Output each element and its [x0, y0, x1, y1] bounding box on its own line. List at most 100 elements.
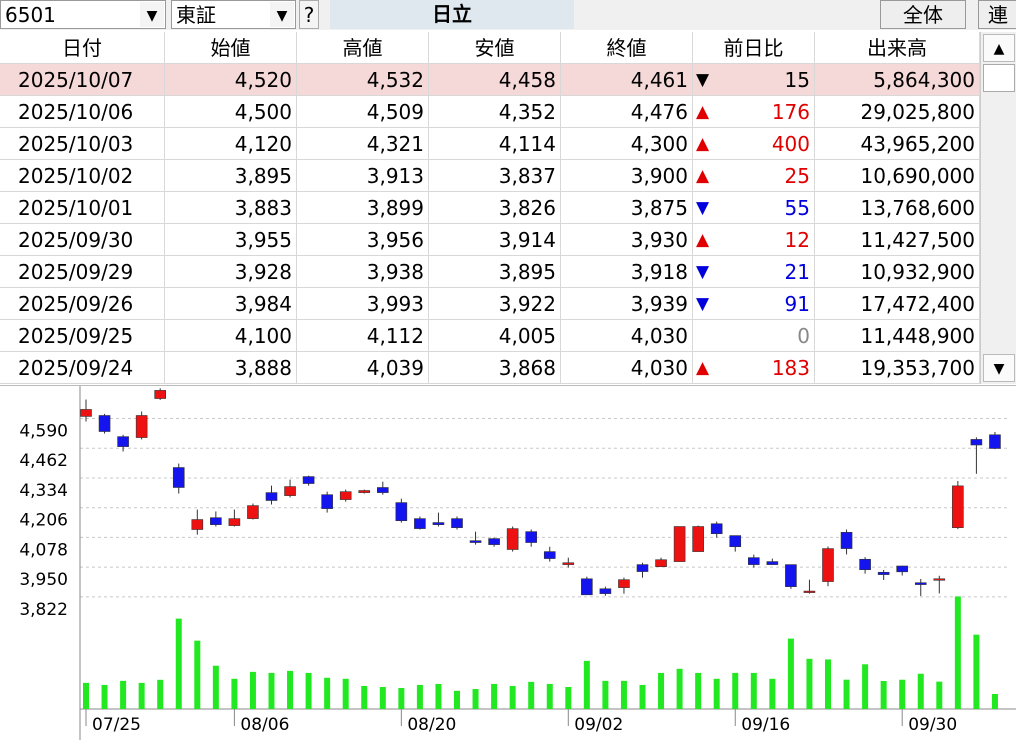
- volume-cell[interactable]: 13,768,600: [815, 192, 980, 224]
- date-cell[interactable]: 2025/10/06: [0, 96, 165, 128]
- dropdown-arrow[interactable]: ▼: [270, 2, 294, 27]
- low-cell[interactable]: 4,458: [429, 64, 561, 96]
- change-cell[interactable]: 91: [693, 288, 815, 320]
- column-header[interactable]: 終値: [561, 32, 693, 64]
- low-cell[interactable]: 3,914: [429, 224, 561, 256]
- close-cell[interactable]: 4,030: [561, 320, 693, 352]
- scrollbar[interactable]: ▲ ▼: [980, 32, 1016, 384]
- volume-bar: [917, 673, 924, 709]
- close-cell[interactable]: 4,300: [561, 128, 693, 160]
- high-cell[interactable]: 3,899: [297, 192, 429, 224]
- volume-cell[interactable]: 43,965,200: [815, 128, 980, 160]
- change-cell[interactable]: 400: [693, 128, 815, 160]
- code-input[interactable]: 6501: [0, 0, 166, 29]
- column-header[interactable]: 始値: [165, 32, 297, 64]
- volume-bar: [769, 678, 776, 709]
- open-cell[interactable]: 4,120: [165, 128, 297, 160]
- close-cell[interactable]: 4,030: [561, 352, 693, 384]
- change-cell[interactable]: 12: [693, 224, 815, 256]
- date-cell[interactable]: 2025/09/26: [0, 288, 165, 320]
- link-button[interactable]: 連: [978, 0, 1016, 29]
- date-cell[interactable]: 2025/09/24: [0, 352, 165, 384]
- column-header[interactable]: 安値: [429, 32, 561, 64]
- open-cell[interactable]: 3,984: [165, 288, 297, 320]
- open-cell[interactable]: 4,100: [165, 320, 297, 352]
- date-cell[interactable]: 2025/10/01: [0, 192, 165, 224]
- open-cell[interactable]: 3,928: [165, 256, 297, 288]
- dropdown-arrow[interactable]: ▼: [140, 2, 164, 27]
- candle-body: [562, 562, 575, 565]
- low-cell[interactable]: 3,868: [429, 352, 561, 384]
- low-cell[interactable]: 3,826: [429, 192, 561, 224]
- low-cell[interactable]: 3,895: [429, 256, 561, 288]
- volume-cell[interactable]: 10,690,000: [815, 160, 980, 192]
- candle-body: [914, 582, 927, 585]
- volume-bar: [565, 686, 572, 709]
- high-cell[interactable]: 3,938: [297, 256, 429, 288]
- open-cell[interactable]: 4,520: [165, 64, 297, 96]
- close-cell[interactable]: 3,930: [561, 224, 693, 256]
- change-cell[interactable]: 176: [693, 96, 815, 128]
- y-tick-label: 4,334: [19, 481, 68, 501]
- candle-body: [339, 491, 352, 500]
- scroll-down[interactable]: ▼: [983, 354, 1015, 382]
- scroll-thumb[interactable]: [983, 64, 1015, 92]
- low-cell[interactable]: 3,922: [429, 288, 561, 320]
- volume-cell[interactable]: 29,025,800: [815, 96, 980, 128]
- help-button[interactable]: ?: [299, 0, 319, 29]
- column-header[interactable]: 出来高: [815, 32, 980, 64]
- close-cell[interactable]: 4,461: [561, 64, 693, 96]
- change-cell[interactable]: 0: [693, 320, 815, 352]
- open-cell[interactable]: 4,500: [165, 96, 297, 128]
- volume-cell[interactable]: 11,448,900: [815, 320, 980, 352]
- close-cell[interactable]: 4,476: [561, 96, 693, 128]
- trend-arrow: ▲: [696, 134, 710, 154]
- date-cell[interactable]: 2025/09/29: [0, 256, 165, 288]
- candle-body: [543, 551, 556, 559]
- low-cell[interactable]: 3,837: [429, 160, 561, 192]
- low-cell[interactable]: 4,352: [429, 96, 561, 128]
- candle-body: [376, 487, 389, 493]
- date-cell[interactable]: 2025/10/03: [0, 128, 165, 160]
- date-cell[interactable]: 2025/10/07: [0, 64, 165, 96]
- high-cell[interactable]: 4,509: [297, 96, 429, 128]
- close-cell[interactable]: 3,900: [561, 160, 693, 192]
- change-cell[interactable]: 15: [693, 64, 815, 96]
- all-button[interactable]: 全体: [880, 0, 966, 29]
- volume-cell[interactable]: 19,353,700: [815, 352, 980, 384]
- volume-cell[interactable]: 17,472,400: [815, 288, 980, 320]
- volume-cell[interactable]: 11,427,500: [815, 224, 980, 256]
- volume-bar: [435, 683, 442, 709]
- column-header[interactable]: 日付: [0, 32, 165, 64]
- column-header[interactable]: 高値: [297, 32, 429, 64]
- high-cell[interactable]: 4,321: [297, 128, 429, 160]
- date-cell[interactable]: 2025/10/02: [0, 160, 165, 192]
- high-cell[interactable]: 4,039: [297, 352, 429, 384]
- date-cell[interactable]: 2025/09/30: [0, 224, 165, 256]
- open-cell[interactable]: 3,888: [165, 352, 297, 384]
- high-cell[interactable]: 4,112: [297, 320, 429, 352]
- column-header[interactable]: 前日比: [693, 32, 815, 64]
- low-cell[interactable]: 4,005: [429, 320, 561, 352]
- volume-cell[interactable]: 5,864,300: [815, 64, 980, 96]
- change-cell[interactable]: 183: [693, 352, 815, 384]
- volume-bar: [454, 690, 460, 709]
- change-cell[interactable]: 55: [693, 192, 815, 224]
- high-cell[interactable]: 3,993: [297, 288, 429, 320]
- low-cell[interactable]: 4,114: [429, 128, 561, 160]
- open-cell[interactable]: 3,955: [165, 224, 297, 256]
- candle-body: [321, 494, 333, 509]
- date-cell[interactable]: 2025/09/25: [0, 320, 165, 352]
- close-cell[interactable]: 3,875: [561, 192, 693, 224]
- high-cell[interactable]: 3,956: [297, 224, 429, 256]
- close-cell[interactable]: 3,918: [561, 256, 693, 288]
- open-cell[interactable]: 3,895: [165, 160, 297, 192]
- open-cell[interactable]: 3,883: [165, 192, 297, 224]
- change-cell[interactable]: 21: [693, 256, 815, 288]
- close-cell[interactable]: 3,939: [561, 288, 693, 320]
- volume-cell[interactable]: 10,932,900: [815, 256, 980, 288]
- change-cell[interactable]: 25: [693, 160, 815, 192]
- high-cell[interactable]: 3,913: [297, 160, 429, 192]
- high-cell[interactable]: 4,532: [297, 64, 429, 96]
- scroll-up[interactable]: ▲: [983, 34, 1015, 62]
